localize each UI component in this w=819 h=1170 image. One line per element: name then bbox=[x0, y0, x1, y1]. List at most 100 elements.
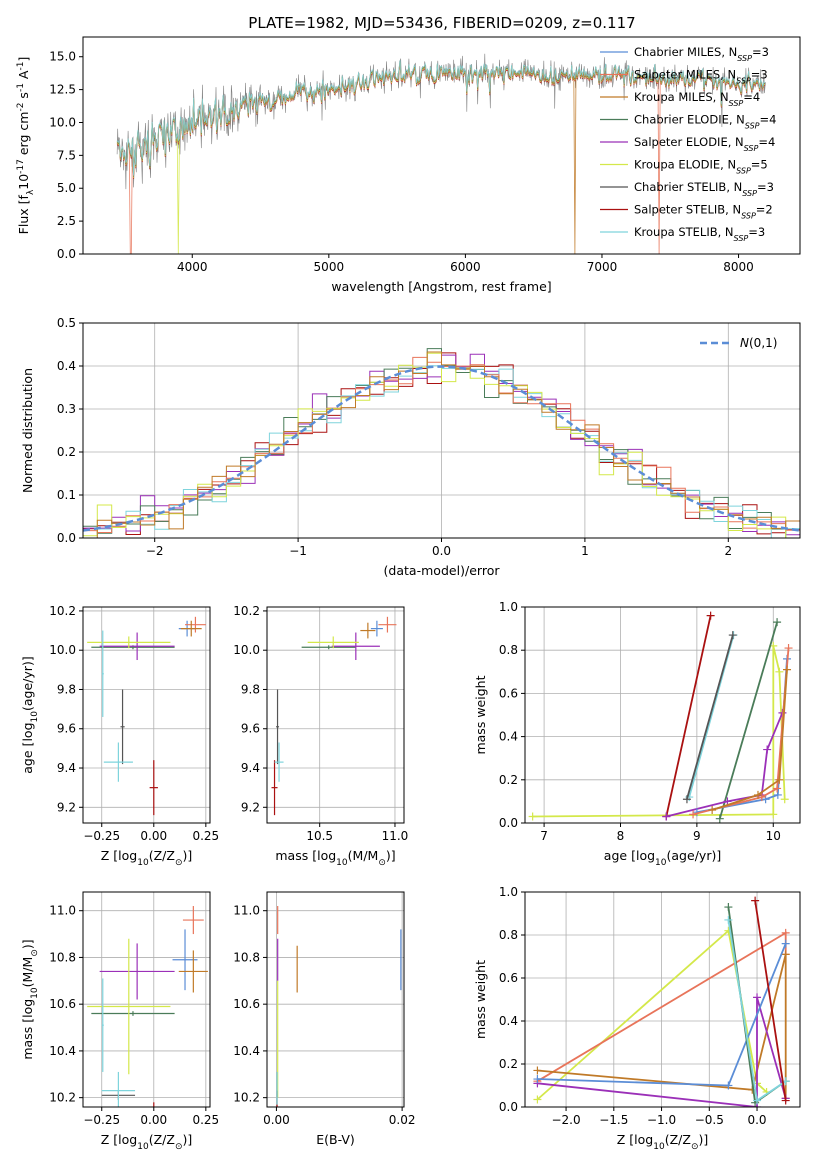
y-tick-label: 0.0 bbox=[499, 816, 518, 830]
plot-area bbox=[276, 906, 402, 1107]
data-point-marker bbox=[533, 1075, 542, 1084]
y-tick-label: 11.0 bbox=[233, 904, 260, 918]
data-point-marker bbox=[706, 611, 715, 620]
axes-frame bbox=[524, 891, 801, 1108]
data-point-marker bbox=[781, 928, 790, 937]
errorbar-point bbox=[178, 950, 208, 993]
y-tick-label: 10.0 bbox=[49, 643, 76, 657]
legend-entry: Chabrier MILES, NSSP=3 bbox=[634, 45, 769, 63]
x-tick-label: 7 bbox=[540, 829, 548, 843]
y-tick-label: 0.0 bbox=[57, 531, 76, 545]
errorbar-point bbox=[87, 636, 171, 649]
data-point-marker bbox=[715, 814, 724, 823]
series-line-kroupa-miles bbox=[711, 669, 788, 811]
data-point-marker bbox=[728, 631, 737, 640]
model-line-kroupa-stelib bbox=[116, 60, 766, 176]
y-tick-label: 9.4 bbox=[57, 761, 76, 775]
x-tick-label: −0.25 bbox=[83, 1113, 120, 1127]
data-point-marker bbox=[753, 790, 762, 799]
x-axis-label: Z [log10(Z/Z⊙)] bbox=[617, 1132, 709, 1152]
errorbar-point bbox=[99, 943, 175, 1000]
data-point-marker bbox=[689, 810, 698, 819]
x-tick-label: 8000 bbox=[723, 260, 754, 274]
y-tick-label: 10.6 bbox=[49, 997, 76, 1011]
errorbar-point bbox=[378, 616, 397, 633]
y-tick-label: 9.2 bbox=[241, 800, 260, 814]
x-tick-label: −0.5 bbox=[695, 1113, 724, 1127]
series-line-chabrier-stelib bbox=[686, 634, 734, 800]
legend-entry: Salpeter ELODIE, NSSP=4 bbox=[634, 135, 775, 153]
y-tick-label: 1.0 bbox=[499, 600, 518, 614]
data-point-marker bbox=[781, 950, 790, 959]
series-line-salpeter-stelib bbox=[754, 900, 787, 1101]
x-tick-label: 0.00 bbox=[140, 1113, 167, 1127]
y-axis-label: Flux [fλ10-17 erg cm-2 s-1 A-1] bbox=[16, 57, 36, 235]
y-tick-label: 10.2 bbox=[49, 1091, 76, 1105]
legend-entry: Salpeter STELIB, NSSP=2 bbox=[634, 203, 773, 221]
x-tick-label: 6000 bbox=[450, 260, 481, 274]
x-tick-label: 5000 bbox=[314, 260, 345, 274]
legend-entry: Kroupa ELODIE, NSSP=5 bbox=[634, 158, 768, 176]
x-tick-label: 0.25 bbox=[192, 1113, 219, 1127]
y-tick-label: 10.4 bbox=[233, 1044, 260, 1058]
data-point-marker bbox=[781, 1096, 790, 1105]
data-point-marker bbox=[751, 896, 760, 905]
x-tick-label: −0.25 bbox=[83, 829, 120, 843]
y-tick-label: 15.0 bbox=[49, 50, 76, 64]
data-point-marker bbox=[775, 667, 784, 676]
axes-frame bbox=[266, 891, 405, 1108]
y-tick-label: 10.0 bbox=[233, 643, 260, 657]
y-tick-label: 0.8 bbox=[499, 643, 518, 657]
x-axis-label: wavelength [Angstrom, rest frame] bbox=[331, 279, 551, 294]
x-tick-label: 0.0 bbox=[432, 544, 451, 558]
y-tick-label: 9.2 bbox=[57, 800, 76, 814]
legend-entry: Chabrier STELIB, NSSP=3 bbox=[634, 180, 774, 198]
legend-entry: Salpeter MILES, NSSP=3 bbox=[634, 68, 768, 86]
spectrum-title: PLATE=1982, MJD=53436, FIBERID=0209, z=0… bbox=[248, 14, 635, 32]
errorbar-point bbox=[91, 1011, 175, 1016]
x-tick-label: 11.0 bbox=[382, 829, 409, 843]
y-tick-label: 0.6 bbox=[499, 971, 518, 985]
y-tick-label: 0.5 bbox=[57, 316, 76, 330]
x-axis-label: E(B-V) bbox=[316, 1132, 355, 1147]
plot-area bbox=[271, 616, 397, 816]
y-tick-label: 0.2 bbox=[57, 445, 76, 459]
plot-area bbox=[533, 896, 790, 1107]
y-axis-label: mass weight bbox=[473, 960, 488, 1039]
plot-area bbox=[87, 616, 206, 816]
x-axis-label: Z [log10(Z/Z⊙)] bbox=[101, 848, 193, 868]
legend-entry: Kroupa STELIB, NSSP=3 bbox=[634, 225, 765, 243]
y-tick-label: 0.4 bbox=[57, 359, 76, 373]
errorbar-point bbox=[101, 1071, 136, 1107]
errorbar-point bbox=[276, 689, 280, 765]
x-tick-label: −1.5 bbox=[599, 1113, 628, 1127]
y-axis-label: Normed distribution bbox=[20, 368, 35, 493]
errorbar-point bbox=[274, 742, 284, 782]
y-tick-label: 9.6 bbox=[241, 722, 260, 736]
y-tick-label: 2.5 bbox=[57, 214, 76, 228]
errorbar-point bbox=[103, 742, 133, 782]
y-tick-label: 10.8 bbox=[233, 950, 260, 964]
y-tick-label: 9.4 bbox=[241, 761, 260, 775]
data-point-marker bbox=[753, 993, 762, 1002]
data-point-marker bbox=[773, 790, 782, 799]
x-tick-label: 10 bbox=[766, 829, 781, 843]
y-tick-label: 10.8 bbox=[49, 950, 76, 964]
data-point-marker bbox=[783, 665, 792, 674]
errorbar-point bbox=[301, 645, 356, 650]
x-tick-label: 0.00 bbox=[263, 1113, 290, 1127]
errorbar-point bbox=[182, 906, 204, 935]
data-point-marker bbox=[724, 903, 733, 912]
errorbar-point bbox=[180, 620, 202, 637]
errorbar-point bbox=[360, 622, 376, 639]
axes-frame bbox=[82, 36, 801, 255]
y-tick-label: 0.4 bbox=[499, 730, 518, 744]
legend-entry: Chabrier ELODIE, NSSP=4 bbox=[634, 113, 776, 131]
age-vs-mass-panel: 10.5 11.0 9.2 9.4 9.6 9.8 10.0 10.2 mass [log10(… bbox=[233, 604, 408, 868]
y-tick-label: 9.8 bbox=[57, 682, 76, 696]
x-tick-label: 2 bbox=[724, 544, 732, 558]
weight-vs-age-panel: 7 8 9 10 0.0 0.2 0.4 0.6 0.8 1.0 age [log10(age/yr… bbox=[473, 600, 801, 868]
y-tick-label: 10.6 bbox=[233, 997, 260, 1011]
